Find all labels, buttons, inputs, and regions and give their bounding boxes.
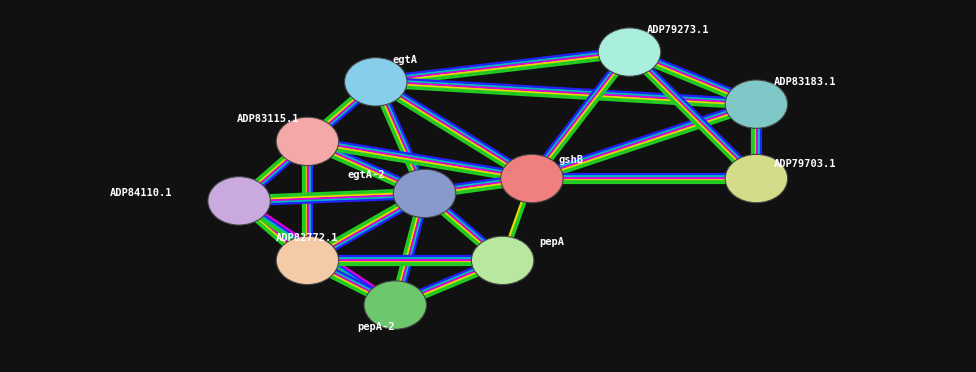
Ellipse shape — [598, 28, 661, 76]
Text: egtA: egtA — [392, 55, 418, 64]
Ellipse shape — [393, 169, 456, 218]
Text: ADP83183.1: ADP83183.1 — [774, 77, 836, 87]
Text: pepA-2: pepA-2 — [357, 323, 394, 332]
Ellipse shape — [276, 117, 339, 166]
Ellipse shape — [345, 58, 407, 106]
Ellipse shape — [276, 236, 339, 285]
Text: gshB: gshB — [558, 155, 584, 165]
Text: pepA: pepA — [539, 237, 564, 247]
Text: ADP83115.1: ADP83115.1 — [237, 114, 300, 124]
Ellipse shape — [725, 154, 788, 203]
Ellipse shape — [501, 154, 563, 203]
Text: ADP82772.1: ADP82772.1 — [276, 233, 339, 243]
Text: ADP84110.1: ADP84110.1 — [110, 189, 173, 198]
Ellipse shape — [208, 177, 270, 225]
Text: ADP79703.1: ADP79703.1 — [774, 159, 836, 169]
Ellipse shape — [725, 80, 788, 128]
Ellipse shape — [364, 281, 427, 329]
Text: egtA-2: egtA-2 — [347, 170, 385, 180]
Ellipse shape — [471, 236, 534, 285]
Text: ADP79273.1: ADP79273.1 — [647, 25, 710, 35]
